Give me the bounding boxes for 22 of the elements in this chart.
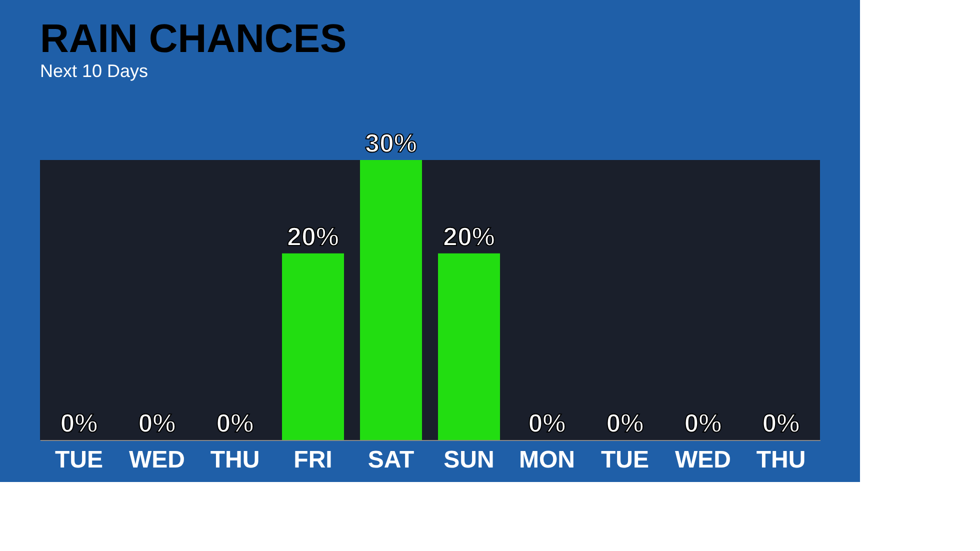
x-tick-label: TUE	[55, 446, 103, 474]
data-label: 0%	[684, 408, 722, 438]
x-tick-label: MON	[519, 446, 575, 474]
data-label: 0%	[762, 408, 800, 438]
data-label: 0%	[606, 408, 644, 438]
chart-title: RAIN CHANCES	[40, 17, 347, 61]
data-label: 20%	[286, 221, 340, 252]
x-tick-label: WED	[675, 446, 731, 474]
x-tick-label: THU	[210, 446, 260, 474]
x-tick-label: FRI	[294, 446, 332, 474]
data-label: 0%	[60, 408, 98, 438]
x-tick-label: WED	[129, 446, 185, 474]
data-label: 0%	[528, 408, 566, 438]
data-label: 0%	[216, 408, 254, 438]
data-label: 0%	[138, 408, 176, 438]
x-tick-label: SUN	[444, 446, 494, 474]
data-label: 30%	[364, 128, 418, 158]
x-tick-label: SAT	[368, 446, 414, 474]
x-tick-label: THU	[756, 446, 806, 474]
chart-subtitle: Next 10 Days	[40, 61, 148, 81]
x-tick-label: TUE	[601, 446, 649, 474]
data-label: 20%	[442, 221, 496, 252]
